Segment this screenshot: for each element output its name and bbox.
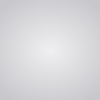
FancyBboxPatch shape (57, 28, 69, 89)
Bar (79, 23, 90, 88)
Bar (56, 28, 67, 88)
Bar (33, 31, 44, 88)
FancyBboxPatch shape (34, 31, 46, 89)
FancyBboxPatch shape (80, 23, 92, 89)
FancyBboxPatch shape (11, 27, 23, 89)
Text: 22,641: 22,641 (20, 32, 57, 42)
Text: 24,397: 24,397 (0, 28, 34, 38)
Bar (10, 27, 21, 88)
Text: 26,100: 26,100 (66, 24, 100, 34)
Text: 24,016: 24,016 (43, 29, 80, 39)
